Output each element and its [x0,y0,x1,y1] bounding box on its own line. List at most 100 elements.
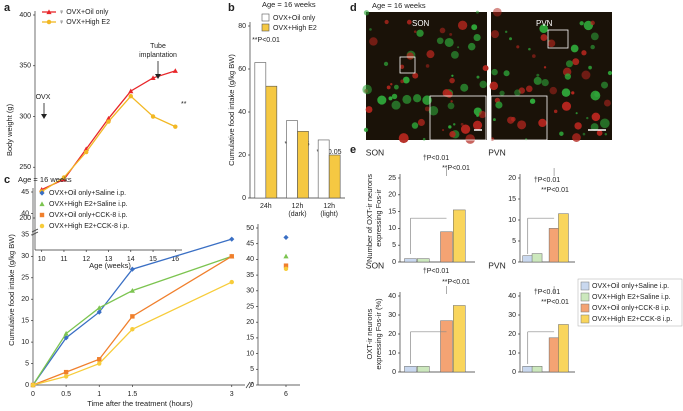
y-tick-label: 15 [246,335,254,342]
x-axis-label: Time after the treatment (hours) [87,399,193,408]
legend-frame [577,278,683,327]
marker [61,175,67,180]
annotation: **P<0.01 [252,37,280,44]
bar [522,366,533,373]
marker [283,253,289,259]
x-tick-label: 1.5 [128,391,138,398]
cell [457,46,460,49]
cell [529,98,536,104]
cell [422,137,426,141]
y-axis-label: Number of OXT-ir neurons [365,174,374,262]
cell [476,75,480,79]
cell [467,42,476,51]
cell [596,130,603,136]
cell [561,88,571,97]
marker [96,309,102,315]
legend-label: ♀ OVX+High E2 [59,19,110,26]
legend-label: OVX+High E2+CCK-8 i.p. [49,223,129,230]
chart-title: PVN [488,147,505,157]
y-tick-label: 0 [242,195,246,202]
cell [386,85,391,90]
y-tick-label: 45 [246,241,254,248]
cell [406,52,414,60]
marker [128,93,133,99]
cell [565,60,573,68]
cell [460,122,464,126]
cell [533,76,542,85]
cell [411,122,419,129]
y-tick-label: 30 [21,253,29,260]
legend-label: OVX+Oil only+CCK-8 i.p. [592,305,671,312]
cell [417,118,425,127]
cell [406,19,412,25]
cell [582,132,586,136]
marker [172,68,178,73]
bar [328,154,341,199]
cell [391,93,398,100]
cell [442,89,451,97]
inset [429,95,487,141]
bar [297,131,309,199]
y-tick-label: 20 [508,331,516,338]
y-tick-label: 25 [21,275,29,282]
legend-label: OVX+High E2+Saline i.p. [592,294,671,301]
marker [229,236,235,242]
annotation: †P<0.01 [423,155,449,162]
panel-label: c [4,174,10,186]
x-tick-label: 16 [171,256,179,263]
y-tick-label: 5 [512,238,516,245]
marker [229,254,234,259]
y-tick-label: 250 [19,164,31,171]
y-tick-label: 20 [246,319,254,326]
x-tick-label: 6 [284,391,288,398]
bar [548,228,560,263]
bar [531,366,543,373]
y-tick-label: 300 [19,113,31,120]
y-tick-label: 30 [246,288,254,295]
bar [317,139,330,199]
inset-box [399,56,416,74]
cell [413,30,417,33]
cell [581,70,591,80]
cell [564,73,572,80]
cell [362,84,372,95]
marker [128,88,134,94]
cell [400,79,404,84]
marker [129,288,135,293]
chart-title: Age = 16 weeks [18,175,72,184]
cell [388,96,393,101]
annotation: Tube [150,43,166,50]
y-tick-label: 35 [246,272,254,279]
y-tick-label: 10 [508,350,516,357]
bar [531,253,543,263]
cell [365,106,373,113]
bar [404,366,417,373]
y-tick-label: 5 [250,366,254,373]
cell [439,27,446,34]
y-axis-label: expressing Fos-ir (%) [374,298,383,370]
y-tick-label: 60 [238,66,246,73]
bar [522,255,533,263]
cell [449,131,456,138]
y-tick-label: 0 [512,369,516,376]
y-tick-label: 40 [246,256,254,263]
bar [417,258,430,263]
y-tick-label: 0 [25,382,29,389]
cell [514,89,521,96]
y-tick-label: 15 [388,208,396,215]
cell [586,116,589,120]
panel-label: a [4,2,11,14]
cell [384,19,389,25]
cell [436,37,444,45]
son-image [366,12,487,140]
marker [46,19,52,25]
cell [475,10,479,14]
y-tick-label: 10 [388,350,396,357]
annotation: ** [181,101,187,108]
cell [574,122,582,130]
cell [391,100,401,110]
cell [516,45,520,49]
cell [393,84,399,90]
inset [490,95,548,141]
cell [590,20,595,26]
